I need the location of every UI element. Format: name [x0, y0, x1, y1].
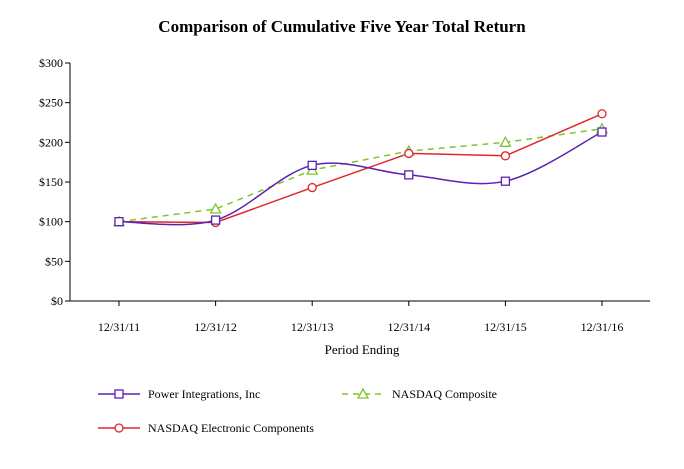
data-point [597, 109, 607, 119]
data-point [597, 127, 607, 137]
data-point [500, 151, 511, 161]
legend-label: Power Integrations, Inc [148, 387, 260, 401]
legend-item: NASDAQ Composite [342, 387, 497, 401]
y-tick-label: $200 [39, 135, 63, 149]
x-tick-label: 12/31/12 [194, 320, 237, 334]
y-tick-label: $250 [39, 96, 63, 110]
data-point [307, 182, 317, 193]
legend: Power Integrations, Inc NASDAQ Composite N… [98, 387, 497, 435]
chart-title: Comparison of Cumulative Five Year Total… [158, 17, 526, 36]
y-tick-label: $100 [39, 215, 63, 229]
legend-item: Power Integrations, Inc [98, 387, 260, 401]
series-line-2 [118, 113, 603, 224]
axes: $0 $50 $100 $150 $200 $250 $300 12/31/11 12/31/1… [39, 56, 650, 334]
data-point [404, 148, 414, 159]
data-point [114, 217, 124, 227]
x-tick-label: 12/31/15 [484, 320, 527, 334]
x-tick-label: 12/31/16 [581, 320, 624, 334]
x-tick-label: 12/31/14 [387, 320, 430, 334]
y-tick-label: $50 [45, 254, 63, 268]
legend-label: NASDAQ Electronic Components [148, 421, 314, 435]
data-point [307, 160, 317, 170]
y-tick-label: $300 [39, 56, 63, 70]
legend-marker [356, 387, 370, 399]
data-point [499, 135, 512, 147]
data-point [500, 176, 511, 186]
data-point [210, 215, 221, 225]
y-tick-label: $0 [51, 294, 63, 308]
series-line-1 [118, 128, 603, 223]
x-tick-label: 12/31/13 [291, 320, 334, 334]
legend-marker [114, 423, 124, 433]
data-point [209, 202, 222, 214]
series-layer [112, 109, 609, 228]
x-tick-label: 12/31/11 [98, 320, 140, 334]
y-tick-label: $150 [39, 175, 63, 189]
series-line-0 [118, 131, 603, 226]
data-point [404, 170, 414, 180]
legend-label: NASDAQ Composite [392, 387, 497, 401]
x-axis-label: Period Ending [325, 342, 400, 357]
legend-marker [114, 389, 124, 399]
legend-item: NASDAQ Electronic Components [98, 421, 314, 435]
